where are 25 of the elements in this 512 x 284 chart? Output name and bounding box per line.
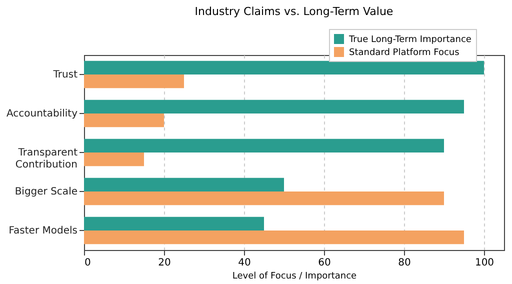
legend-label: Standard Platform Focus	[349, 48, 460, 58]
bar	[84, 138, 444, 152]
y-tick-label: Bigger Scale	[14, 186, 78, 198]
bar	[84, 60, 484, 74]
x-axis-title: Level of Focus / Importance	[232, 272, 358, 282]
bar	[84, 192, 444, 206]
x-tick-label: 20	[158, 258, 171, 268]
x-tick-label: 60	[318, 258, 331, 268]
bar	[84, 230, 464, 244]
bar	[84, 152, 144, 166]
x-tick-label: 40	[238, 258, 251, 268]
chart-title: Industry Claims vs. Long-Term Value	[194, 5, 394, 18]
bar	[84, 74, 184, 88]
x-tick-label: 100	[474, 258, 494, 268]
x-tick-label: 0	[84, 258, 91, 268]
bar	[84, 100, 464, 114]
y-tick-label: Faster Models	[8, 226, 78, 236]
y-tick-label: Transparent Contribution	[15, 148, 78, 170]
legend-label: True Long-Term Importance	[348, 35, 472, 45]
y-tick-label: Trust	[52, 70, 78, 80]
bar	[84, 178, 284, 192]
bar	[84, 216, 264, 230]
y-tick-label: Accountability	[6, 108, 78, 120]
x-tick-label: 80	[398, 258, 411, 268]
bar	[84, 114, 164, 128]
